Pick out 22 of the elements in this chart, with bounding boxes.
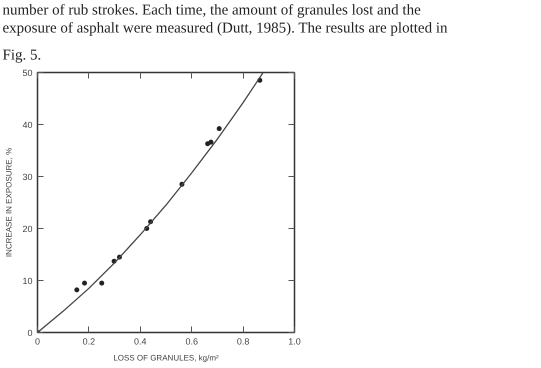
y-tick-label: 50 [22,68,33,78]
x-tick-label: 1.0 [288,336,301,346]
text: exposure of asphalt were measured (Dutt, 1985). The results are plotted in [2,20,448,36]
x-tick-label: 0 [34,336,40,346]
point [74,287,80,292]
y-tick-label: 0 [27,328,33,338]
y-tick-label: 30 [22,172,33,182]
x-tick-label: 0.2 [82,336,96,346]
text: number of rub strokes. Each time, the amount of granules lost and the [2,2,422,18]
y-tick-label: 40 [22,120,33,130]
y-tick-label: 10 [22,276,33,286]
caption: Fig. 5. [2,48,42,64]
point [82,280,88,286]
point [208,140,214,145]
x-tick-label: 0.4 [134,336,147,346]
x-tick-label: 0.8 [236,336,250,346]
y-axis-title: INCREASE IN EXPOSURE, % [4,148,14,258]
y-tick-label: 20 [22,224,33,234]
x-tick-label: 0.6 [185,336,198,346]
x-axis-title: LOSS OF GRANULES, kg/m² [113,354,220,362]
point [216,126,222,132]
point [99,280,104,286]
